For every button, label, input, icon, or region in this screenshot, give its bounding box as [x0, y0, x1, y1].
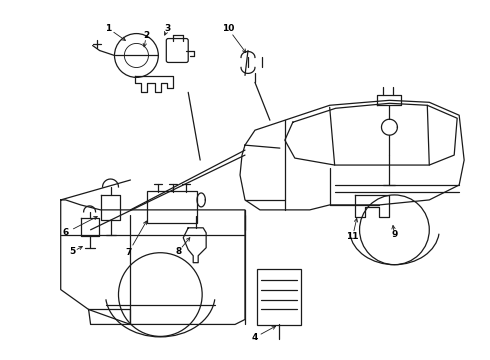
Text: 11: 11 [346, 232, 359, 241]
Text: 2: 2 [143, 31, 149, 40]
Text: 9: 9 [391, 230, 397, 239]
Text: 4: 4 [252, 333, 258, 342]
Text: 5: 5 [70, 247, 76, 256]
Text: 7: 7 [125, 248, 132, 257]
Text: 6: 6 [63, 228, 69, 237]
Text: 1: 1 [105, 24, 112, 33]
Text: 10: 10 [222, 24, 234, 33]
Text: 8: 8 [175, 247, 181, 256]
Text: 3: 3 [164, 24, 171, 33]
